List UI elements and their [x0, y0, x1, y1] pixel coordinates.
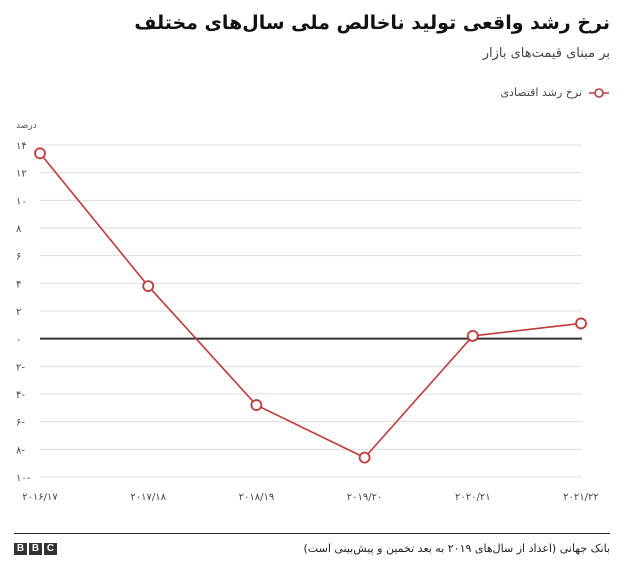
footer-divider [14, 533, 610, 534]
data-point [250, 399, 263, 411]
y-tick-label: ۴ [16, 279, 21, 290]
x-tick-label: ۲۰۱۹/۲۰ [347, 492, 383, 503]
y-tick-label: ۲- [16, 362, 25, 373]
data-point [575, 317, 587, 330]
y-tick-label: ۶ [16, 252, 21, 263]
x-tick-label: ۲۰۲۰/۲۱ [455, 492, 491, 503]
y-tick-label: ۶- [16, 418, 25, 429]
y-tick-label: ۱۴ [16, 141, 27, 152]
data-point [142, 280, 155, 293]
legend-label: نرخ رشد اقتصادی [500, 86, 582, 99]
y-tick-label: ۸- [16, 445, 25, 456]
y-tick-label: ۰ [16, 335, 21, 346]
x-tick-label: ۲۰۱۶/۱۷ [22, 492, 58, 503]
x-tick-label: ۲۰۱۸/۱۹ [239, 492, 275, 503]
source-note: بانک جهانی (اعداد از سال‌های ۲۰۱۹ به بعد… [303, 542, 610, 555]
y-tick-label: ۱۰ [16, 196, 27, 207]
data-point [466, 329, 479, 342]
data-point [358, 451, 371, 464]
y-tick-label: ۸ [16, 224, 22, 235]
legend: نرخ رشد اقتصادی [500, 86, 610, 99]
y-axis-label: درصد [16, 121, 37, 131]
chart-title: نرخ رشد واقعی تولید ناخالص ملی سال‌های م… [134, 12, 610, 34]
y-tick-label: ۱۰- [16, 473, 31, 484]
legend-marker-icon [589, 87, 609, 98]
chart-subtitle: بر مبنای قیمت‌های بازار [482, 46, 610, 61]
y-tick-label: ۴- [16, 390, 25, 401]
x-tick-label: ۲۰۱۷/۱۸ [130, 492, 166, 503]
series-line [39, 152, 582, 459]
y-tick-label: ۱۲ [16, 169, 27, 180]
x-tick-label: ۲۰۲۱/۲۲ [563, 492, 599, 503]
data-point [34, 147, 46, 160]
y-tick-label: ۲ [16, 307, 21, 318]
